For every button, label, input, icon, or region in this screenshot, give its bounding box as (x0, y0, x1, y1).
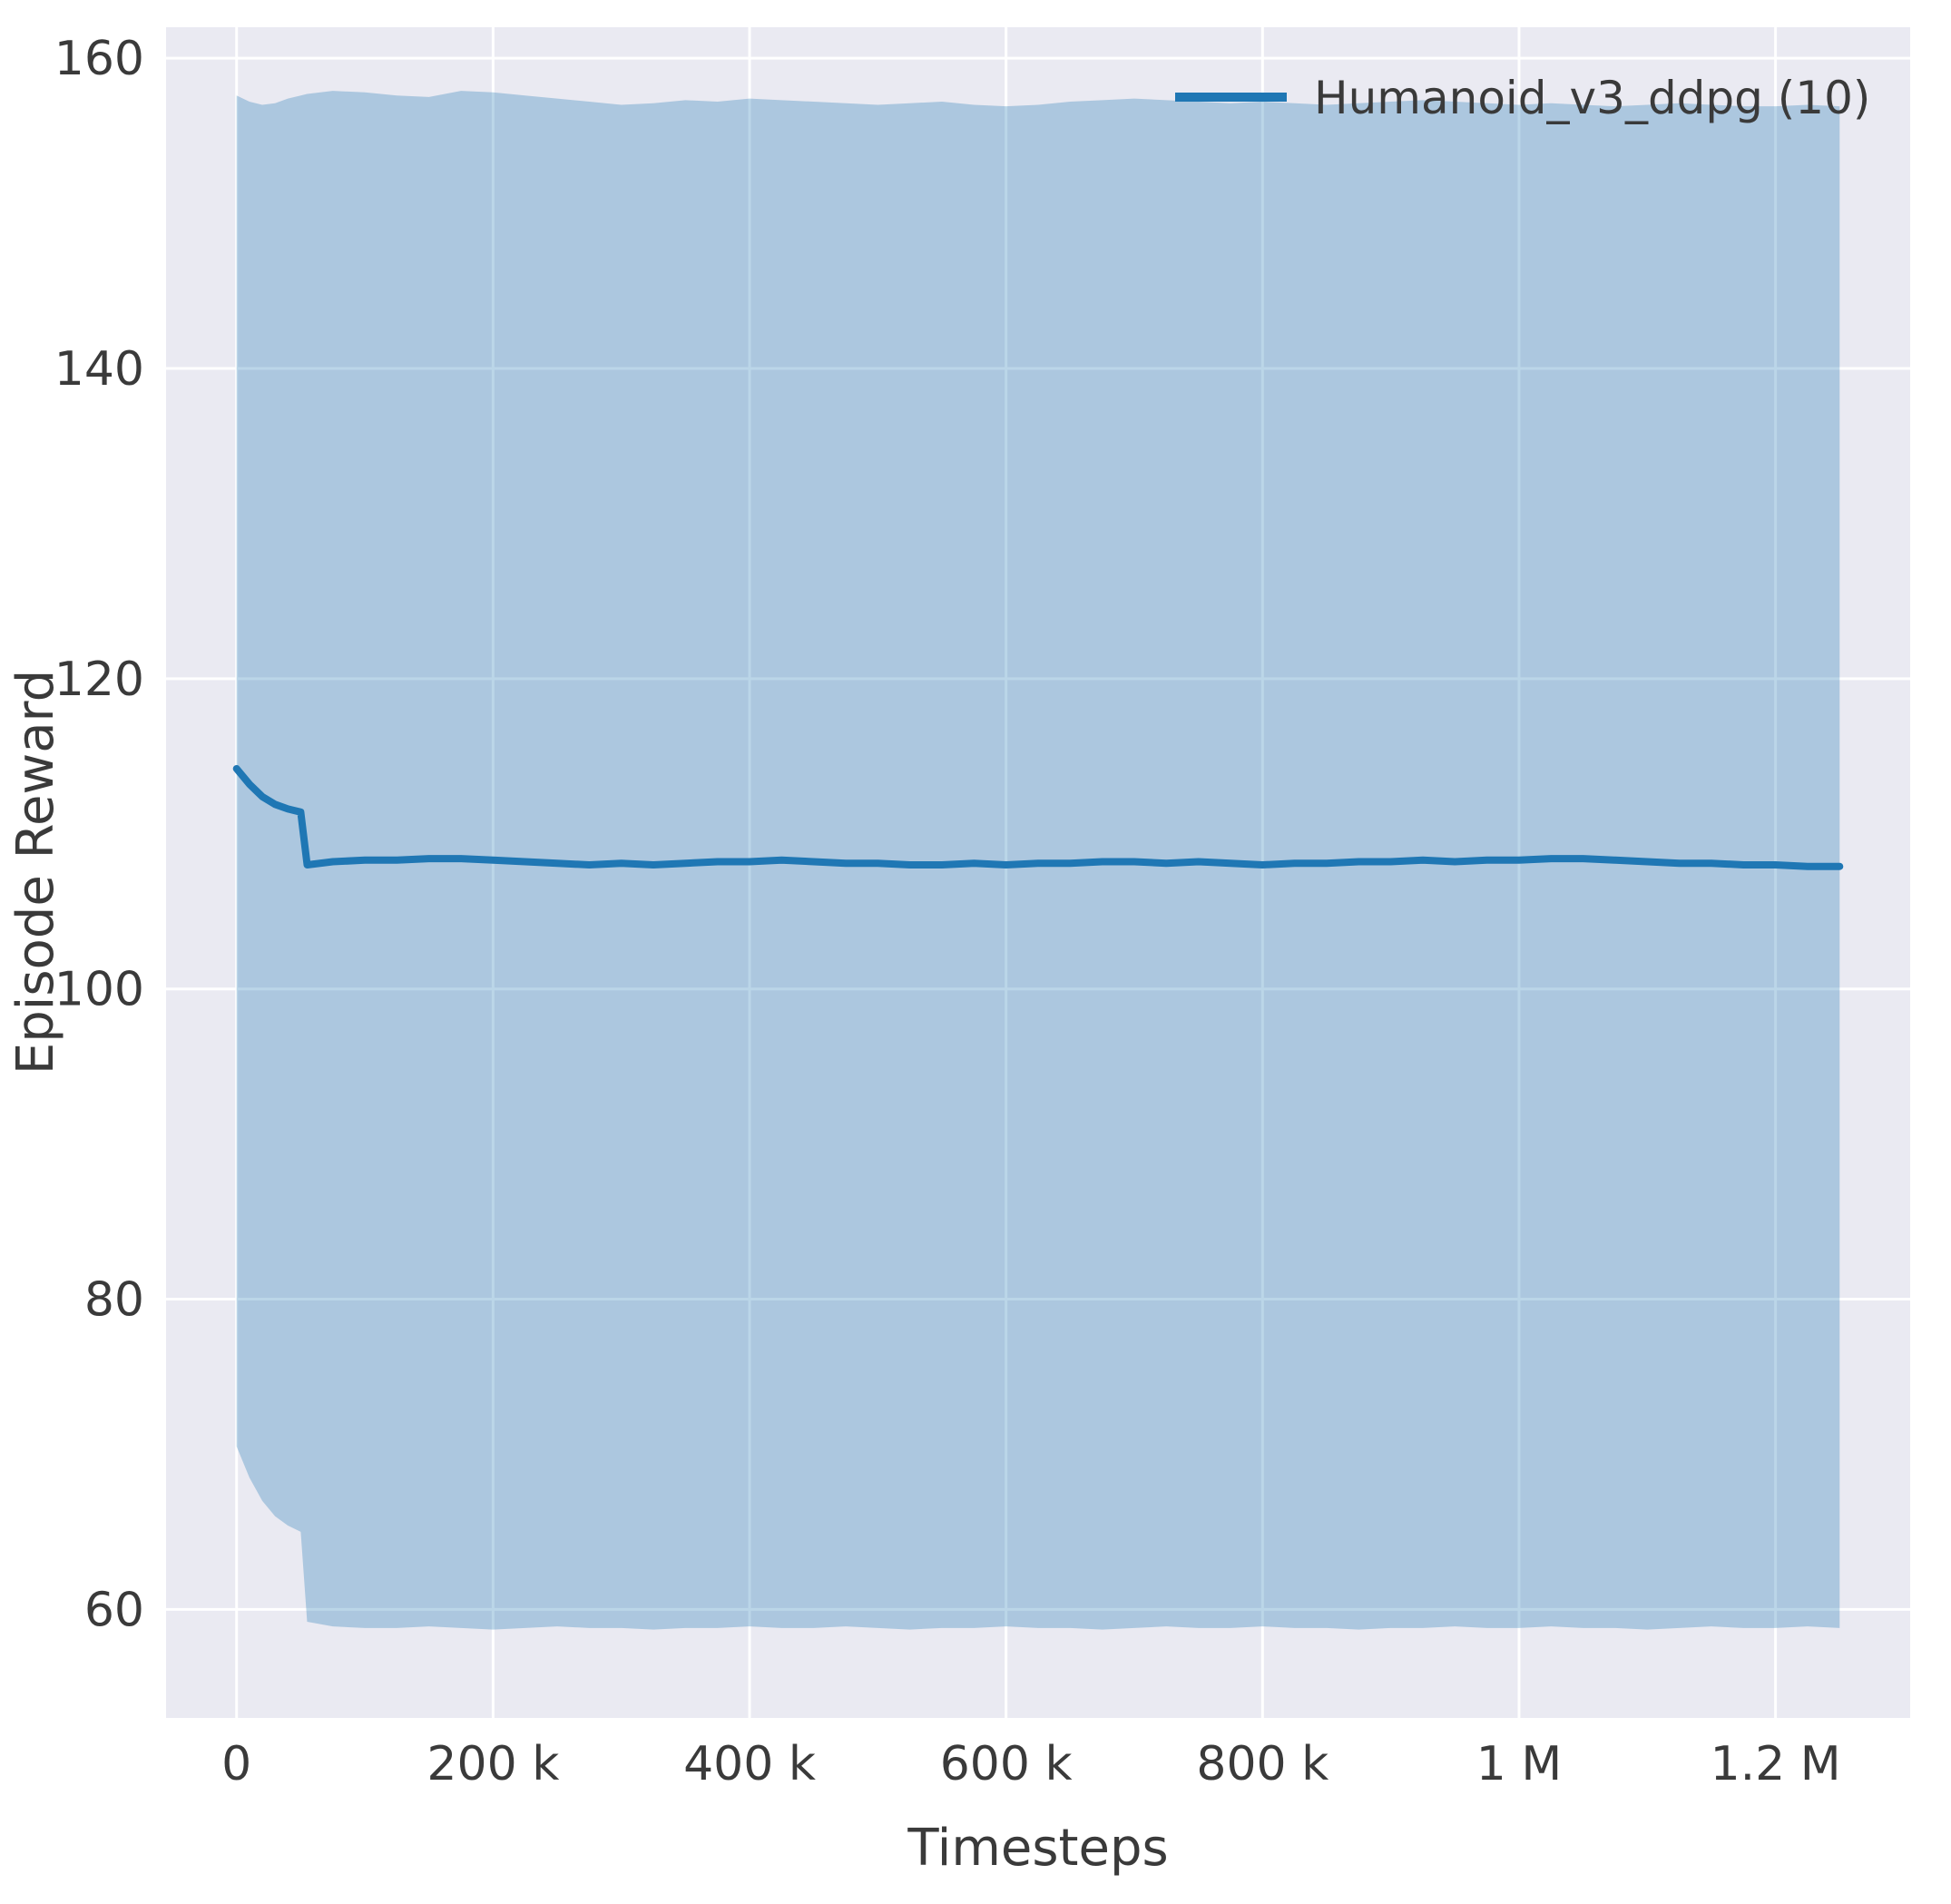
x-tick-label: 800 k (1196, 1737, 1328, 1791)
y-tick-label: 80 (84, 1273, 144, 1328)
y-tick-label: 160 (54, 32, 144, 86)
plot-layer: 0 200 k 400 k 600 k 800 k 1 M 1.2 M 60 80 100 120 1… (54, 27, 1910, 1791)
y-tick-label: 120 (54, 653, 144, 707)
legend: Humanoid_v3_ddpg (10) (1175, 72, 1870, 124)
y-tick-label: 140 (54, 342, 144, 397)
x-tick-label: 600 k (940, 1737, 1073, 1791)
x-axis-label: Timesteps (907, 1819, 1168, 1878)
legend-series-label: Humanoid_v3_ddpg (10) (1314, 72, 1870, 124)
axis-label-layer: Timesteps Episode Reward (6, 670, 1169, 1878)
mean-reward-line (232, 765, 1844, 870)
y-tick-label: 60 (84, 1583, 144, 1637)
y-tick-label: 100 (54, 963, 144, 1017)
x-tick-label: 1.2 M (1711, 1737, 1841, 1791)
x-tick-label: 0 (221, 1737, 251, 1791)
x-tick-label: 400 k (683, 1737, 816, 1791)
x-tick-label: 1 M (1476, 1737, 1562, 1791)
x-tick-label: 200 k (426, 1737, 559, 1791)
y-axis-label: Episode Reward (6, 670, 65, 1075)
plot-background (166, 27, 1910, 1718)
